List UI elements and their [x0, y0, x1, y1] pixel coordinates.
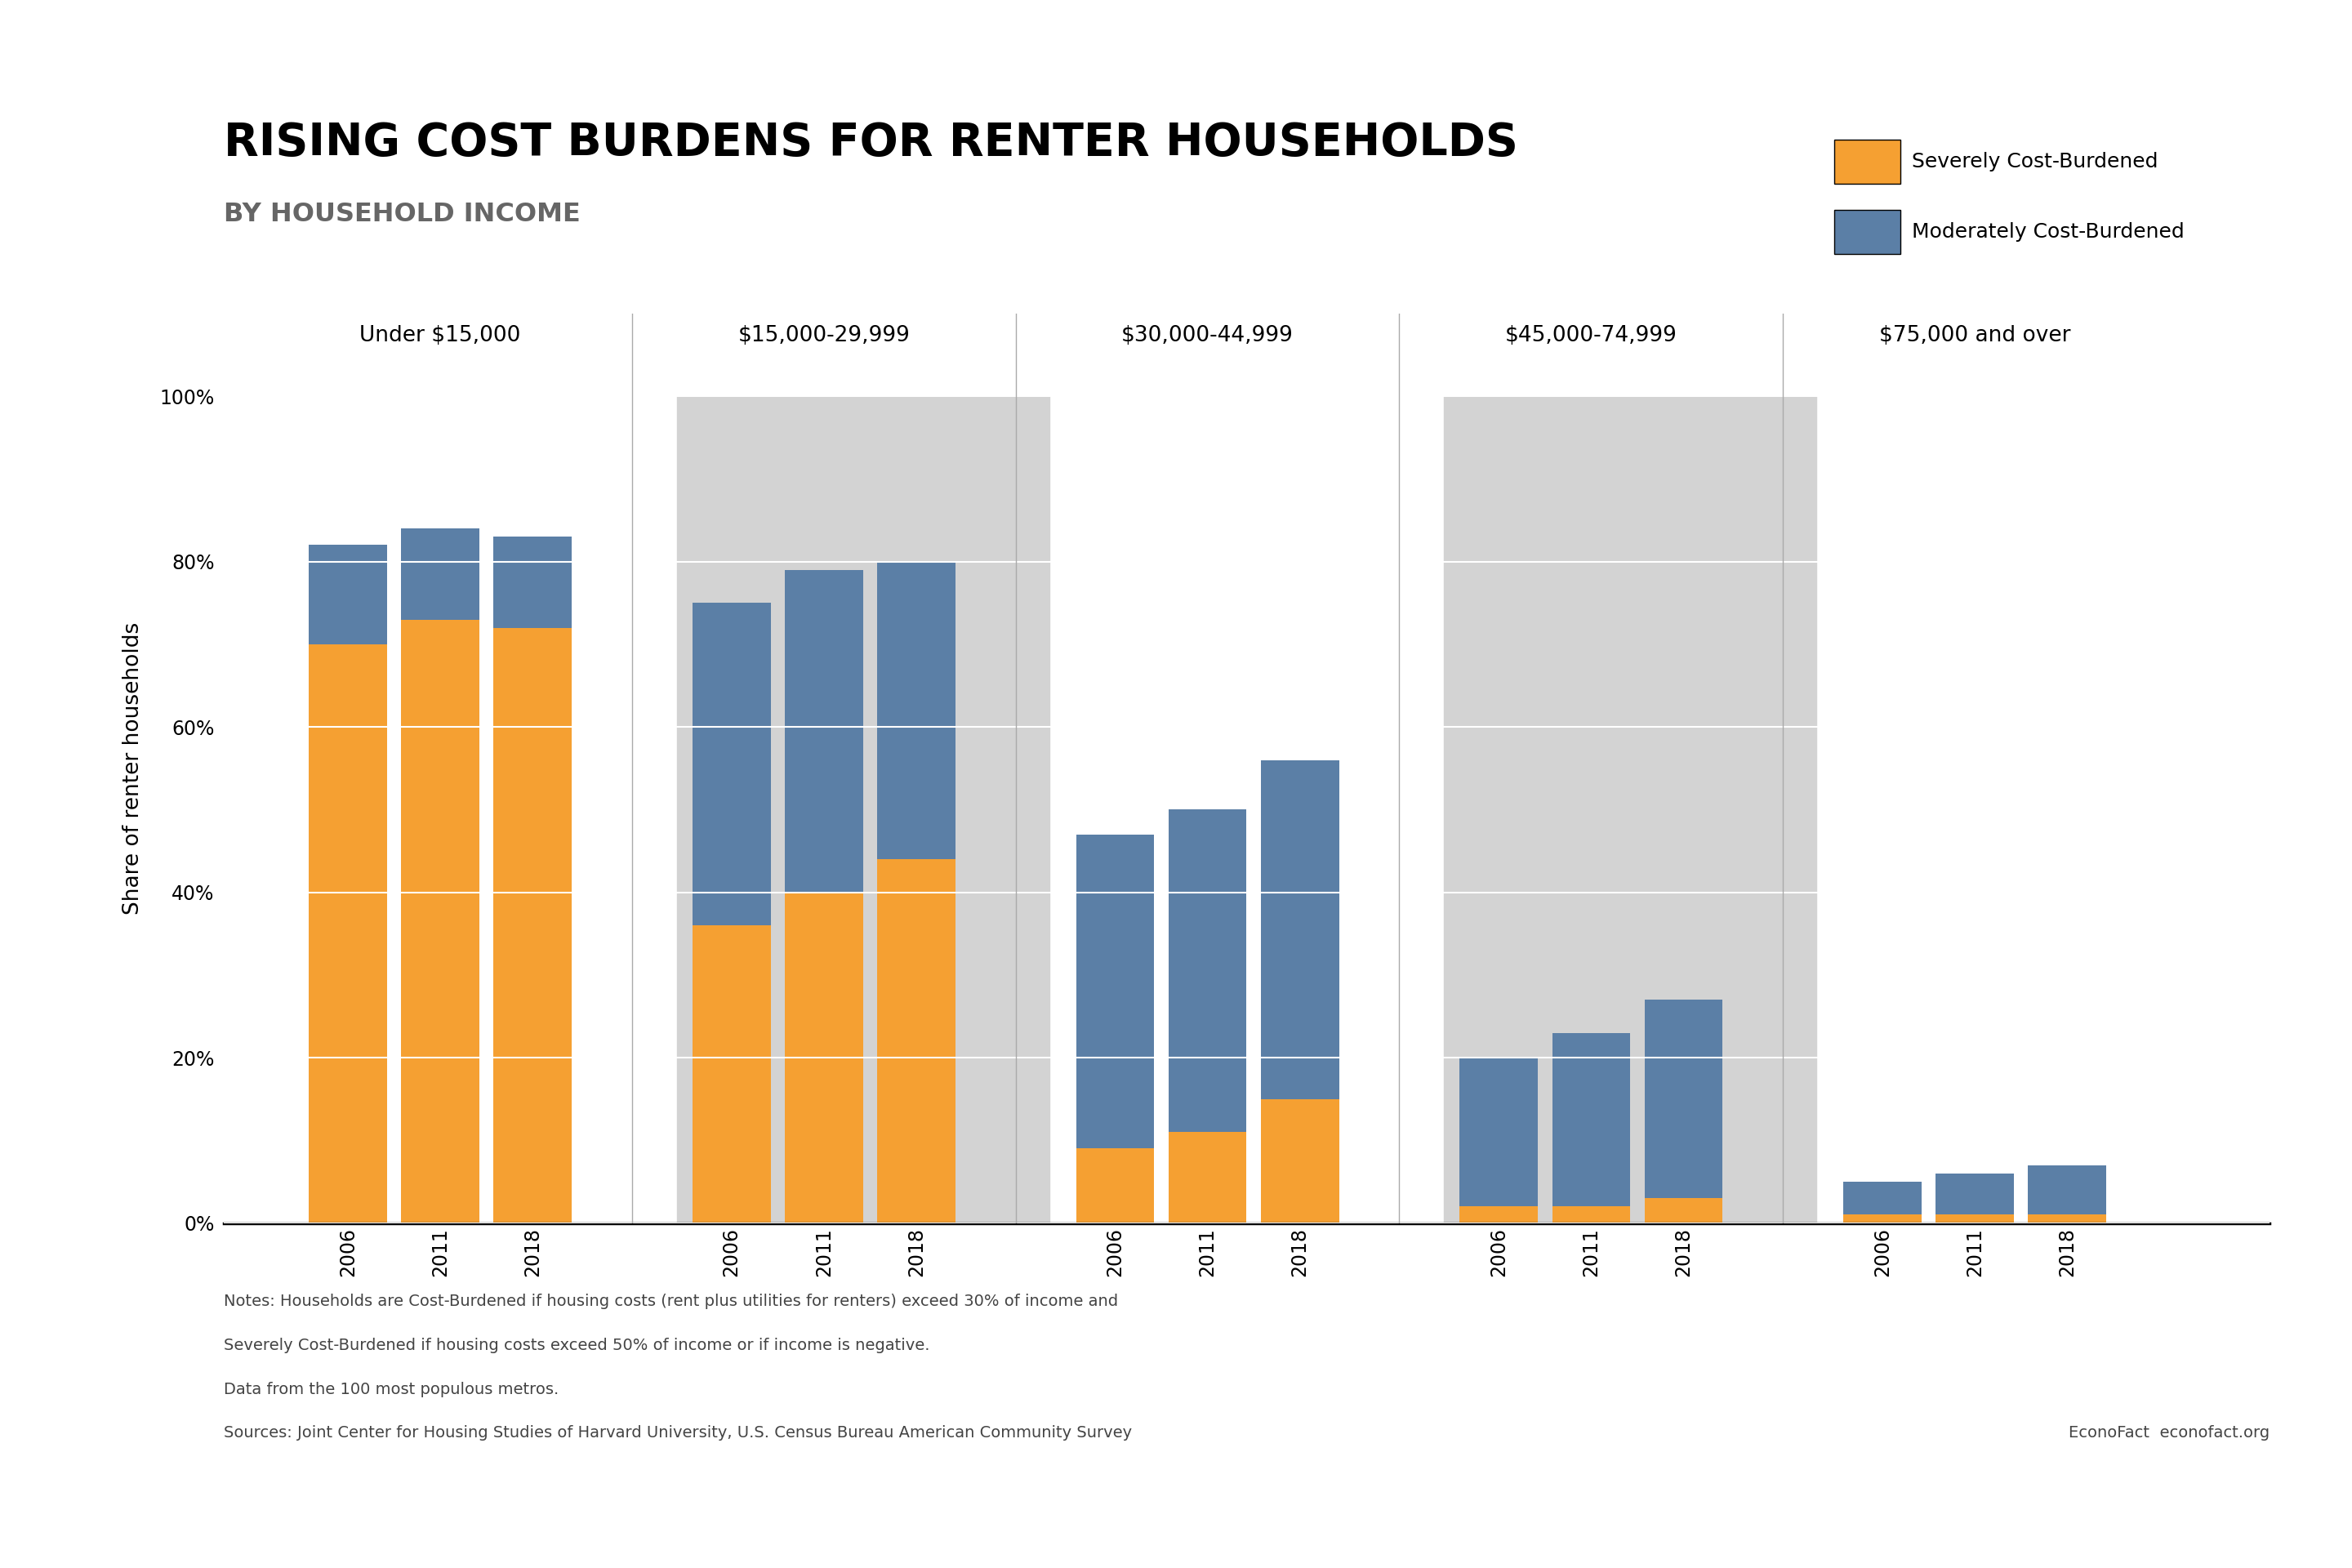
Text: $30,000-44,999: $30,000-44,999	[1122, 326, 1294, 347]
Text: $45,000-74,999: $45,000-74,999	[1505, 326, 1677, 347]
Bar	[2027, 1215, 2107, 1223]
Bar	[1461, 1058, 1538, 1206]
Bar	[1077, 834, 1155, 1149]
Text: Severely Cost-Burdened if housing costs exceed 50% of income or if income is neg: Severely Cost-Burdened if housing costs …	[223, 1338, 929, 1353]
Bar	[677, 397, 1049, 1223]
Bar	[1936, 1173, 2013, 1215]
Bar	[877, 859, 955, 1223]
Text: $15,000-29,999: $15,000-29,999	[739, 326, 910, 347]
Bar	[1077, 1149, 1155, 1223]
Bar	[1552, 1033, 1630, 1206]
Bar	[1844, 1215, 1922, 1223]
Bar	[691, 925, 771, 1223]
Bar	[1444, 397, 1816, 1223]
Bar	[1169, 809, 1247, 1132]
Bar	[2027, 1165, 2107, 1215]
Bar	[494, 627, 572, 1223]
Bar	[1261, 760, 1338, 1099]
Bar	[1169, 1132, 1247, 1223]
Bar	[1844, 1182, 1922, 1215]
Text: BY HOUSEHOLD INCOME: BY HOUSEHOLD INCOME	[223, 202, 581, 227]
Bar	[877, 561, 955, 859]
Bar	[494, 536, 572, 627]
Text: Notes: Households are Cost-Burdened if housing costs (rent plus utilities for re: Notes: Households are Cost-Burdened if h…	[223, 1294, 1117, 1309]
Text: Severely Cost-Burdened: Severely Cost-Burdened	[1912, 152, 2159, 171]
Bar	[1936, 1215, 2013, 1223]
Bar	[402, 619, 480, 1223]
Bar	[1644, 1000, 1722, 1198]
Text: Under $15,000: Under $15,000	[360, 326, 520, 347]
Bar	[1261, 1099, 1338, 1223]
Bar	[308, 644, 386, 1223]
Bar	[308, 546, 386, 644]
Bar	[1461, 1206, 1538, 1223]
Bar	[1552, 1206, 1630, 1223]
Text: $75,000 and over: $75,000 and over	[1879, 326, 2070, 347]
Bar	[786, 892, 863, 1223]
Text: EconoFact  econofact.org: EconoFact econofact.org	[2070, 1425, 2270, 1441]
Text: RISING COST BURDENS FOR RENTER HOUSEHOLDS: RISING COST BURDENS FOR RENTER HOUSEHOLD…	[223, 121, 1517, 165]
Bar	[786, 569, 863, 892]
Bar	[691, 604, 771, 925]
Bar	[402, 528, 480, 619]
Text: Data from the 100 most populous metros.: Data from the 100 most populous metros.	[223, 1381, 557, 1397]
Y-axis label: Share of renter households: Share of renter households	[122, 622, 143, 914]
Bar	[1644, 1198, 1722, 1223]
Text: Moderately Cost-Burdened: Moderately Cost-Burdened	[1912, 223, 2185, 241]
Text: Sources: Joint Center for Housing Studies of Harvard University, U.S. Census Bur: Sources: Joint Center for Housing Studie…	[223, 1425, 1131, 1441]
